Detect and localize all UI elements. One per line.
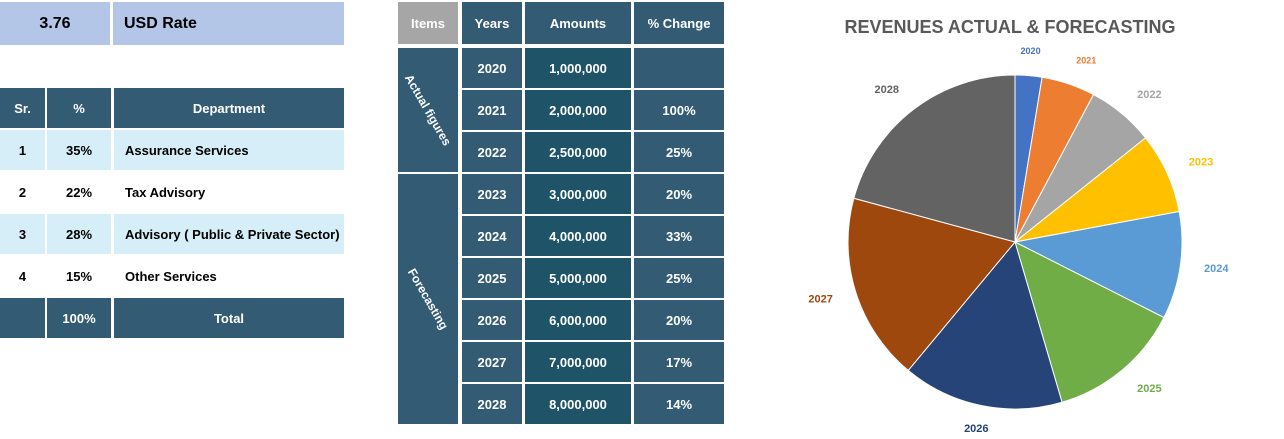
total-cell[interactable]: Total [114,298,344,338]
group-label: Forecasting [404,266,452,332]
table-cell[interactable]: 2026 [462,300,522,340]
table-cell[interactable]: 7,000,000 [525,342,631,382]
slice-label: 2020 [1021,46,1041,56]
table-cell[interactable]: 35% [47,130,111,170]
table-cell[interactable]: Other Services [114,256,344,296]
table-cell[interactable]: 3 [0,214,45,254]
header-cell[interactable]: Sr. [0,88,45,128]
table-cell[interactable]: 20% [634,300,724,340]
group-cell[interactable]: Actual figures [398,48,458,172]
group-cell[interactable]: Forecasting [398,174,458,424]
table-cell[interactable]: 4,000,000 [525,216,631,256]
table-cell[interactable]: 2,000,000 [525,90,631,130]
header-cell[interactable]: Items [398,2,458,44]
table-cell[interactable]: 17% [634,342,724,382]
table-cell[interactable]: 2021 [462,90,522,130]
table-cell[interactable] [634,48,724,88]
table-cell[interactable]: 2020 [462,48,522,88]
table-cell[interactable]: 2 [0,172,45,212]
pie-slice [1014,241,1165,403]
pie-slice [1013,210,1183,319]
table-cell[interactable]: Advisory ( Public & Private Sector) [114,214,344,254]
table-cell[interactable]: 1,000,000 [525,48,631,88]
table-cell[interactable]: 8,000,000 [525,384,631,424]
table-cell[interactable]: 2028 [462,384,522,424]
table-cell[interactable]: 2027 [462,342,522,382]
header-cell[interactable]: % Change [634,2,724,44]
table-cell[interactable]: 2,500,000 [525,132,631,172]
total-cell[interactable]: 100% [47,298,111,338]
usd-label[interactable]: USD Rate [113,2,344,45]
table-cell[interactable]: 25% [634,132,724,172]
slice-label: 2023 [1189,157,1213,169]
slice-label: 2026 [964,423,988,435]
table-cell[interactable]: 2025 [462,258,522,298]
table-cell[interactable]: 1 [0,130,45,170]
header-cell[interactable]: Amounts [525,2,631,44]
table-cell[interactable]: 33% [634,216,724,256]
usd-value[interactable]: 3.76 [0,2,110,45]
table-cell[interactable]: 2023 [462,174,522,214]
table-cell[interactable]: 28% [47,214,111,254]
table-cell[interactable]: 25% [634,258,724,298]
table-cell[interactable]: 2024 [462,216,522,256]
slice-label: 2024 [1204,263,1229,275]
total-cell[interactable] [0,298,45,338]
slice-label: 2025 [1137,383,1161,395]
slice-label: 2027 [808,293,832,305]
table-cell[interactable]: 14% [634,384,724,424]
slice-label: 2028 [874,84,898,96]
slice-label: 2021 [1076,55,1096,65]
pie-slice [847,197,1016,372]
table-cell[interactable]: Assurance Services [114,130,344,170]
table-cell[interactable]: 4 [0,256,45,296]
table-cell[interactable]: 5,000,000 [525,258,631,298]
table-cell[interactable]: 2022 [462,132,522,172]
header-cell[interactable]: % [47,88,111,128]
pie-slice [907,240,1063,410]
table-cell[interactable]: 100% [634,90,724,130]
slice-label: 2022 [1137,89,1161,101]
pie-chart: REVENUES ACTUAL & FORECASTING 2020 2021 20… [808,17,1229,435]
table-cell[interactable]: 6,000,000 [525,300,631,340]
table-cell[interactable]: 3,000,000 [525,174,631,214]
table-cell[interactable]: 15% [47,256,111,296]
header-cell[interactable]: Years [462,2,522,44]
table-cell[interactable]: Tax Advisory [114,172,344,212]
group-label: Actual figures [401,71,455,149]
table-cell[interactable]: 22% [47,172,111,212]
pie-slice [853,74,1016,243]
header-cell[interactable]: Department [114,88,344,128]
chart-title: REVENUES ACTUAL & FORECASTING [844,17,1175,37]
table-cell[interactable]: 20% [634,174,724,214]
